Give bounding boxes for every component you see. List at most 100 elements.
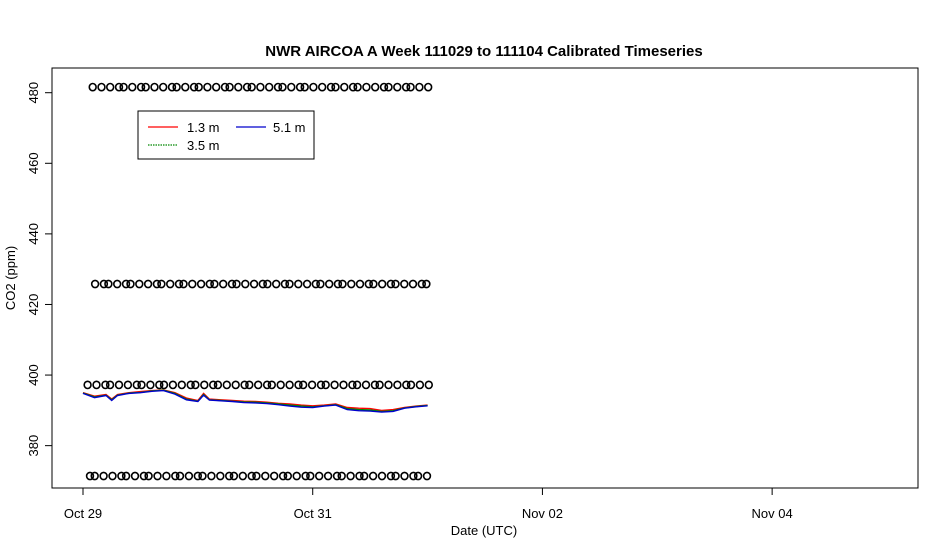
reference-point (130, 471, 140, 481)
reference-point (121, 471, 131, 481)
reference-point (114, 380, 124, 390)
reference-point (162, 471, 171, 481)
reference-point (321, 380, 330, 390)
y-axis: 380 400 420 440 460 480 (26, 82, 52, 456)
reference-point (402, 380, 411, 390)
reference-point (263, 279, 272, 289)
reference-point (338, 279, 347, 289)
reference-point (179, 279, 188, 289)
reference-point (92, 380, 101, 390)
reference-point (97, 82, 106, 92)
reference-point (415, 82, 424, 92)
reference-point (364, 279, 373, 289)
reference-point (232, 279, 241, 289)
reference-point (119, 82, 128, 92)
reference-point (362, 82, 371, 92)
reference-point (99, 279, 109, 289)
reference-point (123, 380, 133, 390)
reference-point (171, 471, 180, 481)
reference-point (323, 471, 333, 481)
reference-point (188, 279, 197, 289)
reference-point (278, 82, 287, 92)
reference-point (294, 380, 303, 390)
reference-point (370, 380, 380, 390)
y-tick-label: 440 (26, 223, 41, 245)
reference-point (285, 279, 294, 289)
reference-point (231, 380, 240, 390)
reference-point (369, 279, 378, 289)
reference-point (108, 471, 117, 481)
reference-point (409, 471, 418, 481)
reference-point (377, 471, 387, 481)
reference-point (422, 471, 432, 481)
reference-point (307, 380, 317, 390)
reference-point (331, 82, 340, 92)
reference-point (278, 471, 288, 481)
reference-point (90, 279, 100, 289)
reference-point (136, 82, 146, 92)
reference-point (258, 279, 267, 289)
reference-point (348, 380, 357, 390)
reference-point (318, 82, 327, 92)
reference-point (153, 471, 162, 481)
reference-point (166, 279, 175, 289)
y-axis-label: CO2 (ppm) (3, 246, 18, 310)
y-tick-label: 400 (26, 364, 41, 386)
reference-point (157, 279, 166, 289)
reference-point (155, 380, 164, 390)
reference-point (159, 380, 169, 390)
reference-point (299, 380, 308, 390)
reference-point (386, 471, 396, 481)
reference-point (401, 82, 411, 92)
reference-point (346, 471, 355, 481)
reference-point (300, 82, 309, 92)
reference-point (386, 279, 396, 289)
reference-point (150, 82, 159, 92)
reference-point (261, 471, 270, 481)
reference-point (283, 471, 292, 481)
reference-point (191, 380, 200, 390)
reference-point (287, 82, 296, 92)
reference-point (422, 279, 431, 289)
reference-point (227, 279, 237, 289)
reference-point (242, 82, 252, 92)
reference-point (330, 380, 339, 390)
reference-point (85, 471, 95, 481)
reference-point (112, 279, 122, 289)
reference-point (302, 279, 312, 289)
reference-point (175, 471, 185, 481)
reference-point (105, 82, 115, 92)
reference-point (245, 380, 254, 390)
x-tick-label: Oct 31 (294, 506, 332, 521)
reference-point (177, 380, 187, 390)
reference-point (203, 82, 212, 92)
reference-point (225, 471, 234, 481)
reference-point (355, 471, 364, 481)
reference-point (146, 380, 155, 390)
reference-point (189, 82, 199, 92)
reference-point (210, 279, 219, 289)
reference-point (267, 380, 276, 390)
reference-point (347, 279, 356, 289)
reference-point (315, 471, 324, 481)
legend-label-5-1m: 5.1 m (273, 120, 306, 135)
reference-point (270, 471, 279, 481)
reference-point (393, 82, 402, 92)
reference-point (229, 471, 239, 481)
reference-point (216, 471, 225, 481)
reference-point (167, 82, 177, 92)
reference-point (135, 279, 144, 289)
reference-point (249, 279, 259, 289)
reference-point (220, 82, 230, 92)
reference-point (378, 279, 387, 289)
reference-point (141, 82, 150, 92)
reference-point (325, 279, 334, 289)
legend-box (137, 110, 315, 160)
reference-point (193, 471, 203, 481)
reference-point (196, 279, 206, 289)
y-tick-label: 480 (26, 82, 41, 104)
reference-point (262, 380, 272, 390)
x-axis-label: Date (UTC) (451, 523, 517, 538)
reference-point (400, 471, 409, 481)
